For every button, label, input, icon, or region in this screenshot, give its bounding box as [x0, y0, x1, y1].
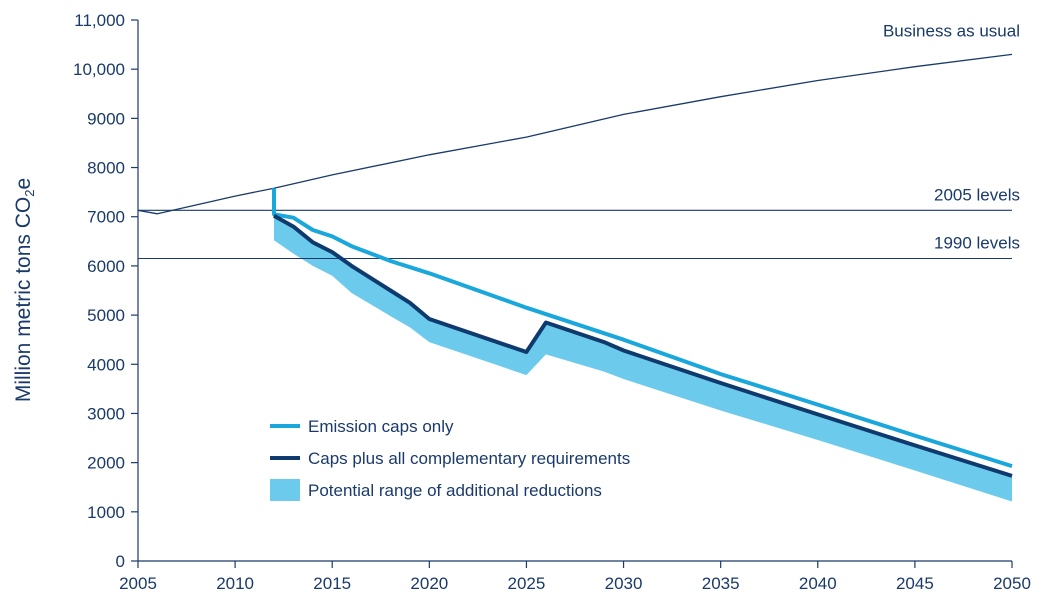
axis-layer: 0 1000 2000 3000 4000 5000 6000 7000 8000 9000 10,…: [73, 11, 1031, 593]
x-tick-label: 2015: [313, 574, 351, 593]
legend-label-caps-plus-all-complementary-requirements: Caps plus all complementary requirements: [308, 449, 630, 468]
y-tick-label: 6000: [87, 257, 125, 276]
y-tick-label: 10,000: [73, 60, 125, 79]
x-tick-label: 2025: [508, 574, 546, 593]
series-line-caps-plus-all-complementary-requirements: [273, 213, 1013, 478]
x-tick-label: 2050: [993, 574, 1031, 593]
y-tick-label: 3000: [87, 404, 125, 423]
y-tick-label: 4000: [87, 355, 125, 374]
x-tick-label: 2030: [605, 574, 643, 593]
y-tick-label: 2000: [87, 454, 125, 473]
y-axis-title: Million metric tons CO2e: [12, 178, 37, 402]
series-line-business-as-usual: [137, 53, 1013, 215]
x-tick-label: 2035: [702, 574, 740, 593]
x-tick-label: 2005: [119, 574, 157, 593]
annotation-1990-levels: 1990 levels: [934, 234, 1020, 253]
y-tick-label: 11,000: [74, 11, 125, 30]
annotation-business-as-usual: Business as usual: [883, 21, 1020, 40]
y-tick-label: 0: [116, 552, 125, 571]
x-tick-label: 2010: [216, 574, 254, 593]
x-tick-label: 2020: [410, 574, 448, 593]
legend: Emission caps only Caps plus all compleme…: [270, 417, 630, 501]
annotation-2005-levels: 2005 levels: [934, 185, 1020, 204]
y-tick-label: 9000: [87, 109, 125, 128]
legend-label-potential-range-of-additional-reductions: Potential range of additional reductions: [308, 481, 602, 500]
x-tick-label: 2040: [799, 574, 837, 593]
x-tick-label: 2045: [896, 574, 934, 593]
series-line-emission-caps-only: [272, 188, 1013, 469]
y-tick-label: 1000: [87, 503, 125, 522]
y-tick-label: 8000: [87, 159, 125, 178]
y-tick-label: 5000: [87, 306, 125, 325]
annotation-layer: Business as usual 2005 levels 1990 levels: [883, 21, 1020, 252]
series-layer: [137, 53, 1013, 478]
legend-label-emission-caps-only: Emission caps only: [308, 417, 454, 436]
legend-swatch-potential-range-of-additional-reductions: [270, 479, 300, 501]
y-tick-label: 7000: [87, 208, 125, 227]
